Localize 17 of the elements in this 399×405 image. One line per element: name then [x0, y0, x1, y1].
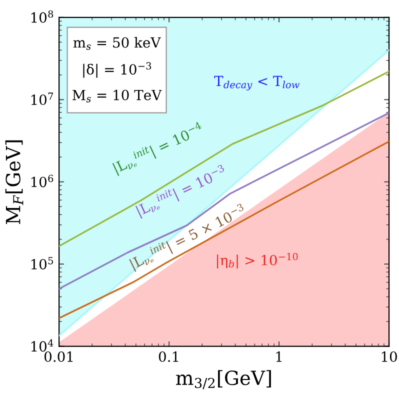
y-tick-label: 10$^{6}$ — [31, 174, 54, 188]
x-tick-label: 10 — [382, 351, 397, 362]
y-tick-label: 10$^{7}$ — [31, 92, 54, 106]
y-tick-label: 10$^{8}$ — [31, 10, 54, 23]
annotation: |δ| = 10$^{−3}$ — [83, 62, 152, 78]
x-tick-label: 0.1 — [158, 351, 178, 362]
annotation: m$_{s}$ = 50 keV — [73, 37, 161, 50]
annotation: |L$_{νₑ}$$^{init}$| = 10$^{−4}$ — [112, 121, 202, 176]
y-tick-label: 10$^{4}$ — [31, 339, 54, 352]
y-tick-label: 10$^{5}$ — [31, 257, 53, 270]
y-axis-title: M$_{F}$[GeV] — [5, 140, 24, 224]
x-axis-title: m$_{3/2}$[GeV] — [176, 370, 271, 390]
x-tick-label: 0.01 — [44, 351, 73, 362]
annotation: M$_{s}$ = 10 TeV — [72, 90, 162, 102]
x-tick-label: 1 — [276, 351, 282, 362]
annotation: T$_{decay}$ < T$_{low}$ — [214, 76, 300, 90]
annotation: |η$_{b}$| > 10$^{−10}$ — [217, 252, 298, 268]
